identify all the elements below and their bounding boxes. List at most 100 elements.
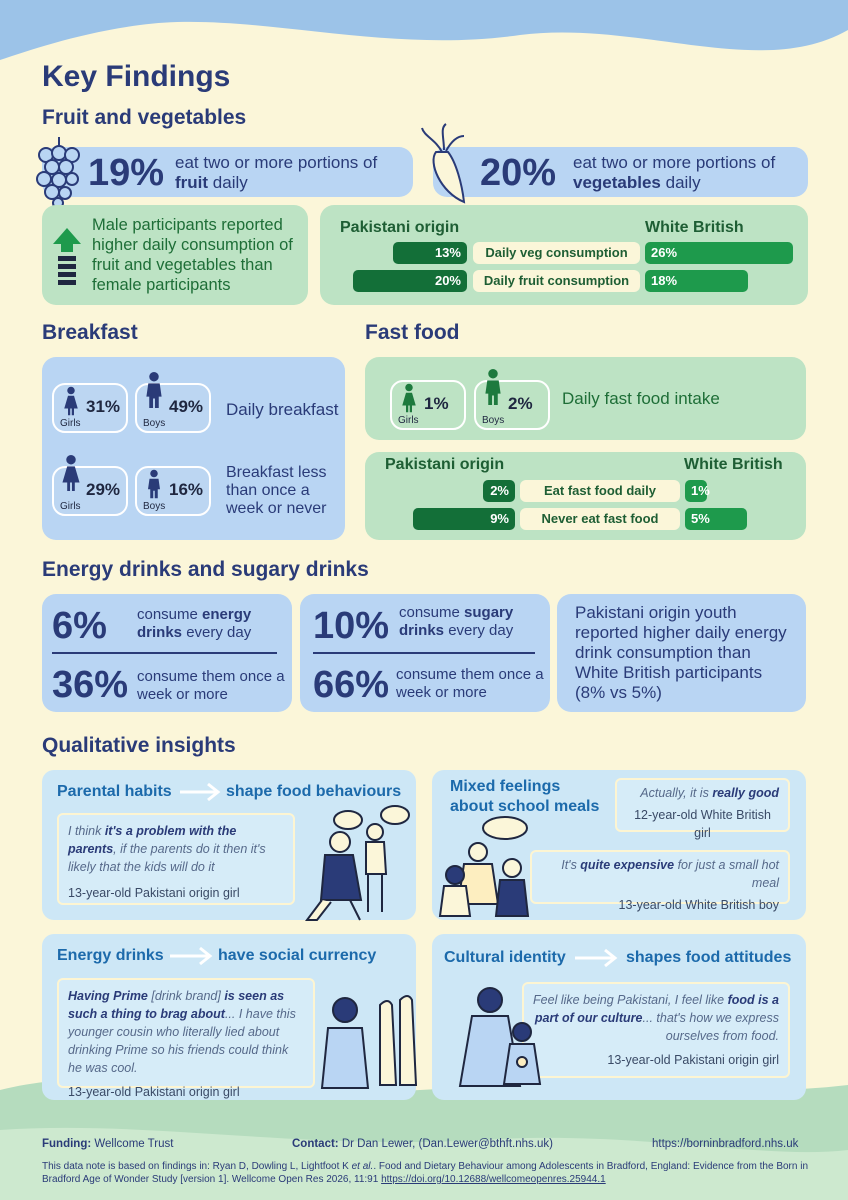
text: This data note is based on findings in: … <box>42 1161 352 1172</box>
i-shape: I think it's a problem with the parents,… <box>68 824 266 874</box>
i-shape: Actually, it is really good <box>640 786 779 800</box>
bar-white-british <box>645 270 748 292</box>
veg-box <box>433 147 808 197</box>
path-shape <box>305 899 361 921</box>
row-label: Daily breakfast <box>226 400 339 419</box>
text: [drink brand] <box>147 989 225 1003</box>
i-shape: Having Prime [drink brand] is seen as su… <box>68 989 296 1075</box>
ellipse-shape <box>333 810 363 830</box>
path-shape <box>53 228 81 252</box>
panel-title: Energy drinks <box>57 947 164 964</box>
circle-shape <box>65 172 79 186</box>
section-heading: Qualitative insights <box>42 734 236 757</box>
text: Feel like being Pakistani, I feel like <box>533 993 728 1007</box>
bottom-wave-light <box>0 1127 848 1200</box>
path-shape <box>170 946 213 966</box>
text-bold: really good <box>712 786 779 800</box>
panel-title: Cultural identity <box>444 949 566 966</box>
stat-pill <box>474 380 550 430</box>
cultural-identity-drawing <box>458 987 542 1087</box>
stat: 16% <box>169 480 204 499</box>
section-heading: Breakfast <box>42 321 138 344</box>
i-shape: It's quite expensive for just a small ho… <box>561 858 779 890</box>
person-icon <box>402 383 416 413</box>
section-heading: Energy drinks and sugary drinks <box>42 558 369 581</box>
path-shape <box>421 123 465 153</box>
stat-text: consume sugary drinks every day <box>399 604 539 640</box>
drink-box <box>557 594 806 712</box>
bar-pakistani <box>413 508 515 530</box>
row-label: Breakfast less than once a week or never <box>226 464 327 517</box>
note-box <box>42 205 308 305</box>
circle-shape <box>477 987 503 1013</box>
path-shape <box>379 995 418 1086</box>
quote: I think it's a problem with the parents,… <box>57 813 295 905</box>
quote: It's quite expensive for just a small ho… <box>530 850 790 912</box>
text-bold: quite expensive <box>580 858 675 872</box>
path-shape <box>320 1027 370 1089</box>
text: eat two or more portions of <box>573 153 776 172</box>
attribution: 12-year-old White British girl <box>634 808 771 840</box>
text: for just a small hot meal <box>674 858 779 890</box>
person-icon <box>148 469 160 499</box>
person-icon <box>146 371 162 409</box>
panel-title: Mixed feelings about school meals <box>450 778 600 815</box>
arrows <box>170 782 618 968</box>
text: Actually, it is <box>640 786 713 800</box>
attribution: 13-year-old White British boy <box>618 898 779 912</box>
text: , if the parents do it then it's likely … <box>68 842 266 874</box>
bar-white-british <box>685 508 747 530</box>
bar-white-british <box>685 480 707 502</box>
circle-shape <box>512 1022 532 1042</box>
person-icon <box>148 469 160 499</box>
text: ... that's how we express ourselves from… <box>642 1011 779 1043</box>
quote: Actually, it is really good 12-year-old W… <box>615 778 790 840</box>
illustrations <box>170 782 618 1089</box>
row-label: Daily fast food intake <box>562 389 720 408</box>
bar-pakistani <box>392 242 467 264</box>
circle-shape <box>36 171 52 187</box>
text-bold: is seen as such a thing to brag about <box>68 989 285 1021</box>
divider <box>313 652 535 654</box>
text-bold: energy drinks <box>137 606 252 641</box>
label: Contact: <box>292 1138 339 1150</box>
group-label: White British <box>645 219 744 236</box>
up-arrow-icon <box>53 228 81 285</box>
stat-text: eat two or more portions of fruit daily <box>175 153 410 193</box>
text: It's <box>561 858 581 872</box>
website[interactable]: https://borninbradford.nhs.uk <box>652 1138 799 1150</box>
section-heading: Fruit and vegetables <box>42 106 247 129</box>
circle-shape <box>44 184 60 200</box>
stat: 36% <box>52 664 129 706</box>
row-label: Daily fruit consumption <box>473 270 640 292</box>
person-icon <box>64 386 78 416</box>
person-icon <box>485 368 501 406</box>
stat: 19% <box>88 152 165 194</box>
stat-pill <box>135 466 211 516</box>
group-label: White British <box>684 456 783 473</box>
person-icon <box>146 371 162 409</box>
note-text: Male participants reported higher daily … <box>92 216 293 294</box>
group-label: Boys <box>143 418 166 429</box>
text-italic: et al. <box>351 1161 374 1172</box>
person-icon <box>64 386 78 416</box>
attribution: 13-year-old Pakistani origin girl <box>607 1053 779 1067</box>
ellipse-shape <box>482 816 528 840</box>
circle-shape <box>516 1056 528 1068</box>
panel-title: Parental habits <box>57 783 172 800</box>
bar-label: 13% <box>434 245 461 260</box>
group-label: Pakistani origin <box>340 219 460 236</box>
text-bold: Having Prime <box>68 989 148 1003</box>
text: every day <box>186 624 252 641</box>
doi-link[interactable]: https://doi.org/10.12688/wellcomeopenres… <box>381 1174 606 1185</box>
text: Dr Dan Lewer, (Dan.Lewer@bthft.nhs.uk) <box>341 1138 553 1150</box>
divider <box>52 652 277 654</box>
stat: 31% <box>86 397 121 416</box>
g-shape <box>36 145 80 209</box>
text: I think <box>68 824 105 838</box>
bar-pakistani <box>353 270 467 292</box>
group-label: Boys <box>143 501 166 512</box>
path-shape <box>438 885 472 917</box>
